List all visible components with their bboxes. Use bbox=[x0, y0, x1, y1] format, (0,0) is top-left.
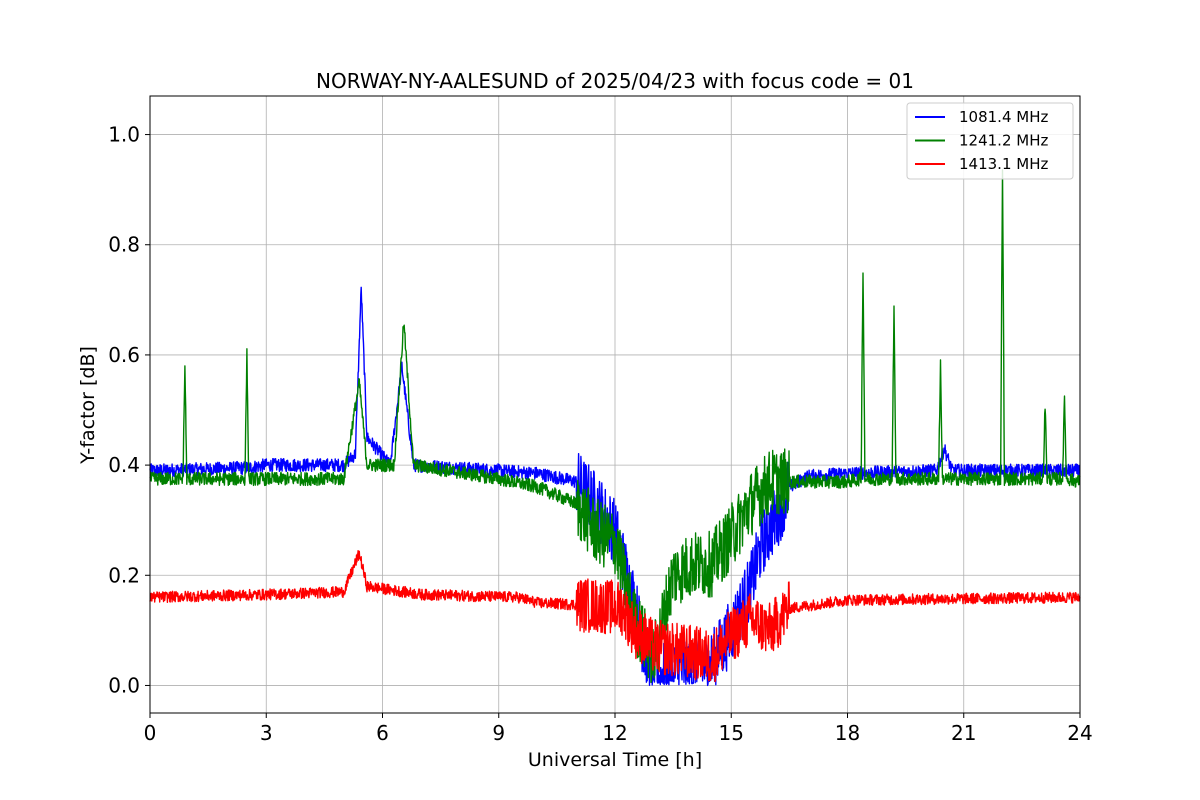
y-axis-label: Y-factor [dB] bbox=[77, 346, 99, 465]
y-tick-label: 0.8 bbox=[108, 233, 140, 257]
legend: 1081.4 MHz 1241.2 MHz 1413.1 MHz bbox=[906, 102, 1074, 180]
y-tick-label: 0.4 bbox=[108, 453, 140, 477]
x-tick-label: 3 bbox=[260, 721, 273, 745]
x-tick-label: 0 bbox=[144, 721, 157, 745]
x-tick-label: 21 bbox=[951, 721, 976, 745]
y-tick-label: 0.6 bbox=[108, 343, 140, 367]
x-tick-label: 12 bbox=[602, 721, 627, 745]
series-line bbox=[149, 550, 1081, 683]
chart-title: NORWAY-NY-AALESUND of 2025/04/23 with fo… bbox=[316, 69, 914, 93]
series-layer bbox=[149, 169, 1081, 687]
legend-label: 1081.4 MHz bbox=[959, 108, 1048, 126]
legend-box bbox=[906, 102, 1074, 180]
legend-label: 1241.2 MHz bbox=[959, 132, 1048, 150]
x-tick-label: 9 bbox=[492, 721, 505, 745]
y-tick-label: 0.0 bbox=[108, 673, 140, 697]
y-tick-label: 1.0 bbox=[108, 123, 140, 147]
legend-label: 1413.1 MHz bbox=[959, 155, 1048, 173]
x-tick-label: 24 bbox=[1067, 721, 1092, 745]
y-tick-label: 0.2 bbox=[108, 563, 140, 587]
x-tick-label: 15 bbox=[719, 721, 744, 745]
x-axis-label: Universal Time [h] bbox=[528, 749, 702, 771]
x-tick-label: 18 bbox=[835, 721, 860, 745]
ticks: 0 3 6 9 12 15 18 21 24 0.0 0.2 0.4 0.6 0.8 1.0 bbox=[108, 123, 1093, 745]
x-tick-label: 6 bbox=[376, 721, 389, 745]
